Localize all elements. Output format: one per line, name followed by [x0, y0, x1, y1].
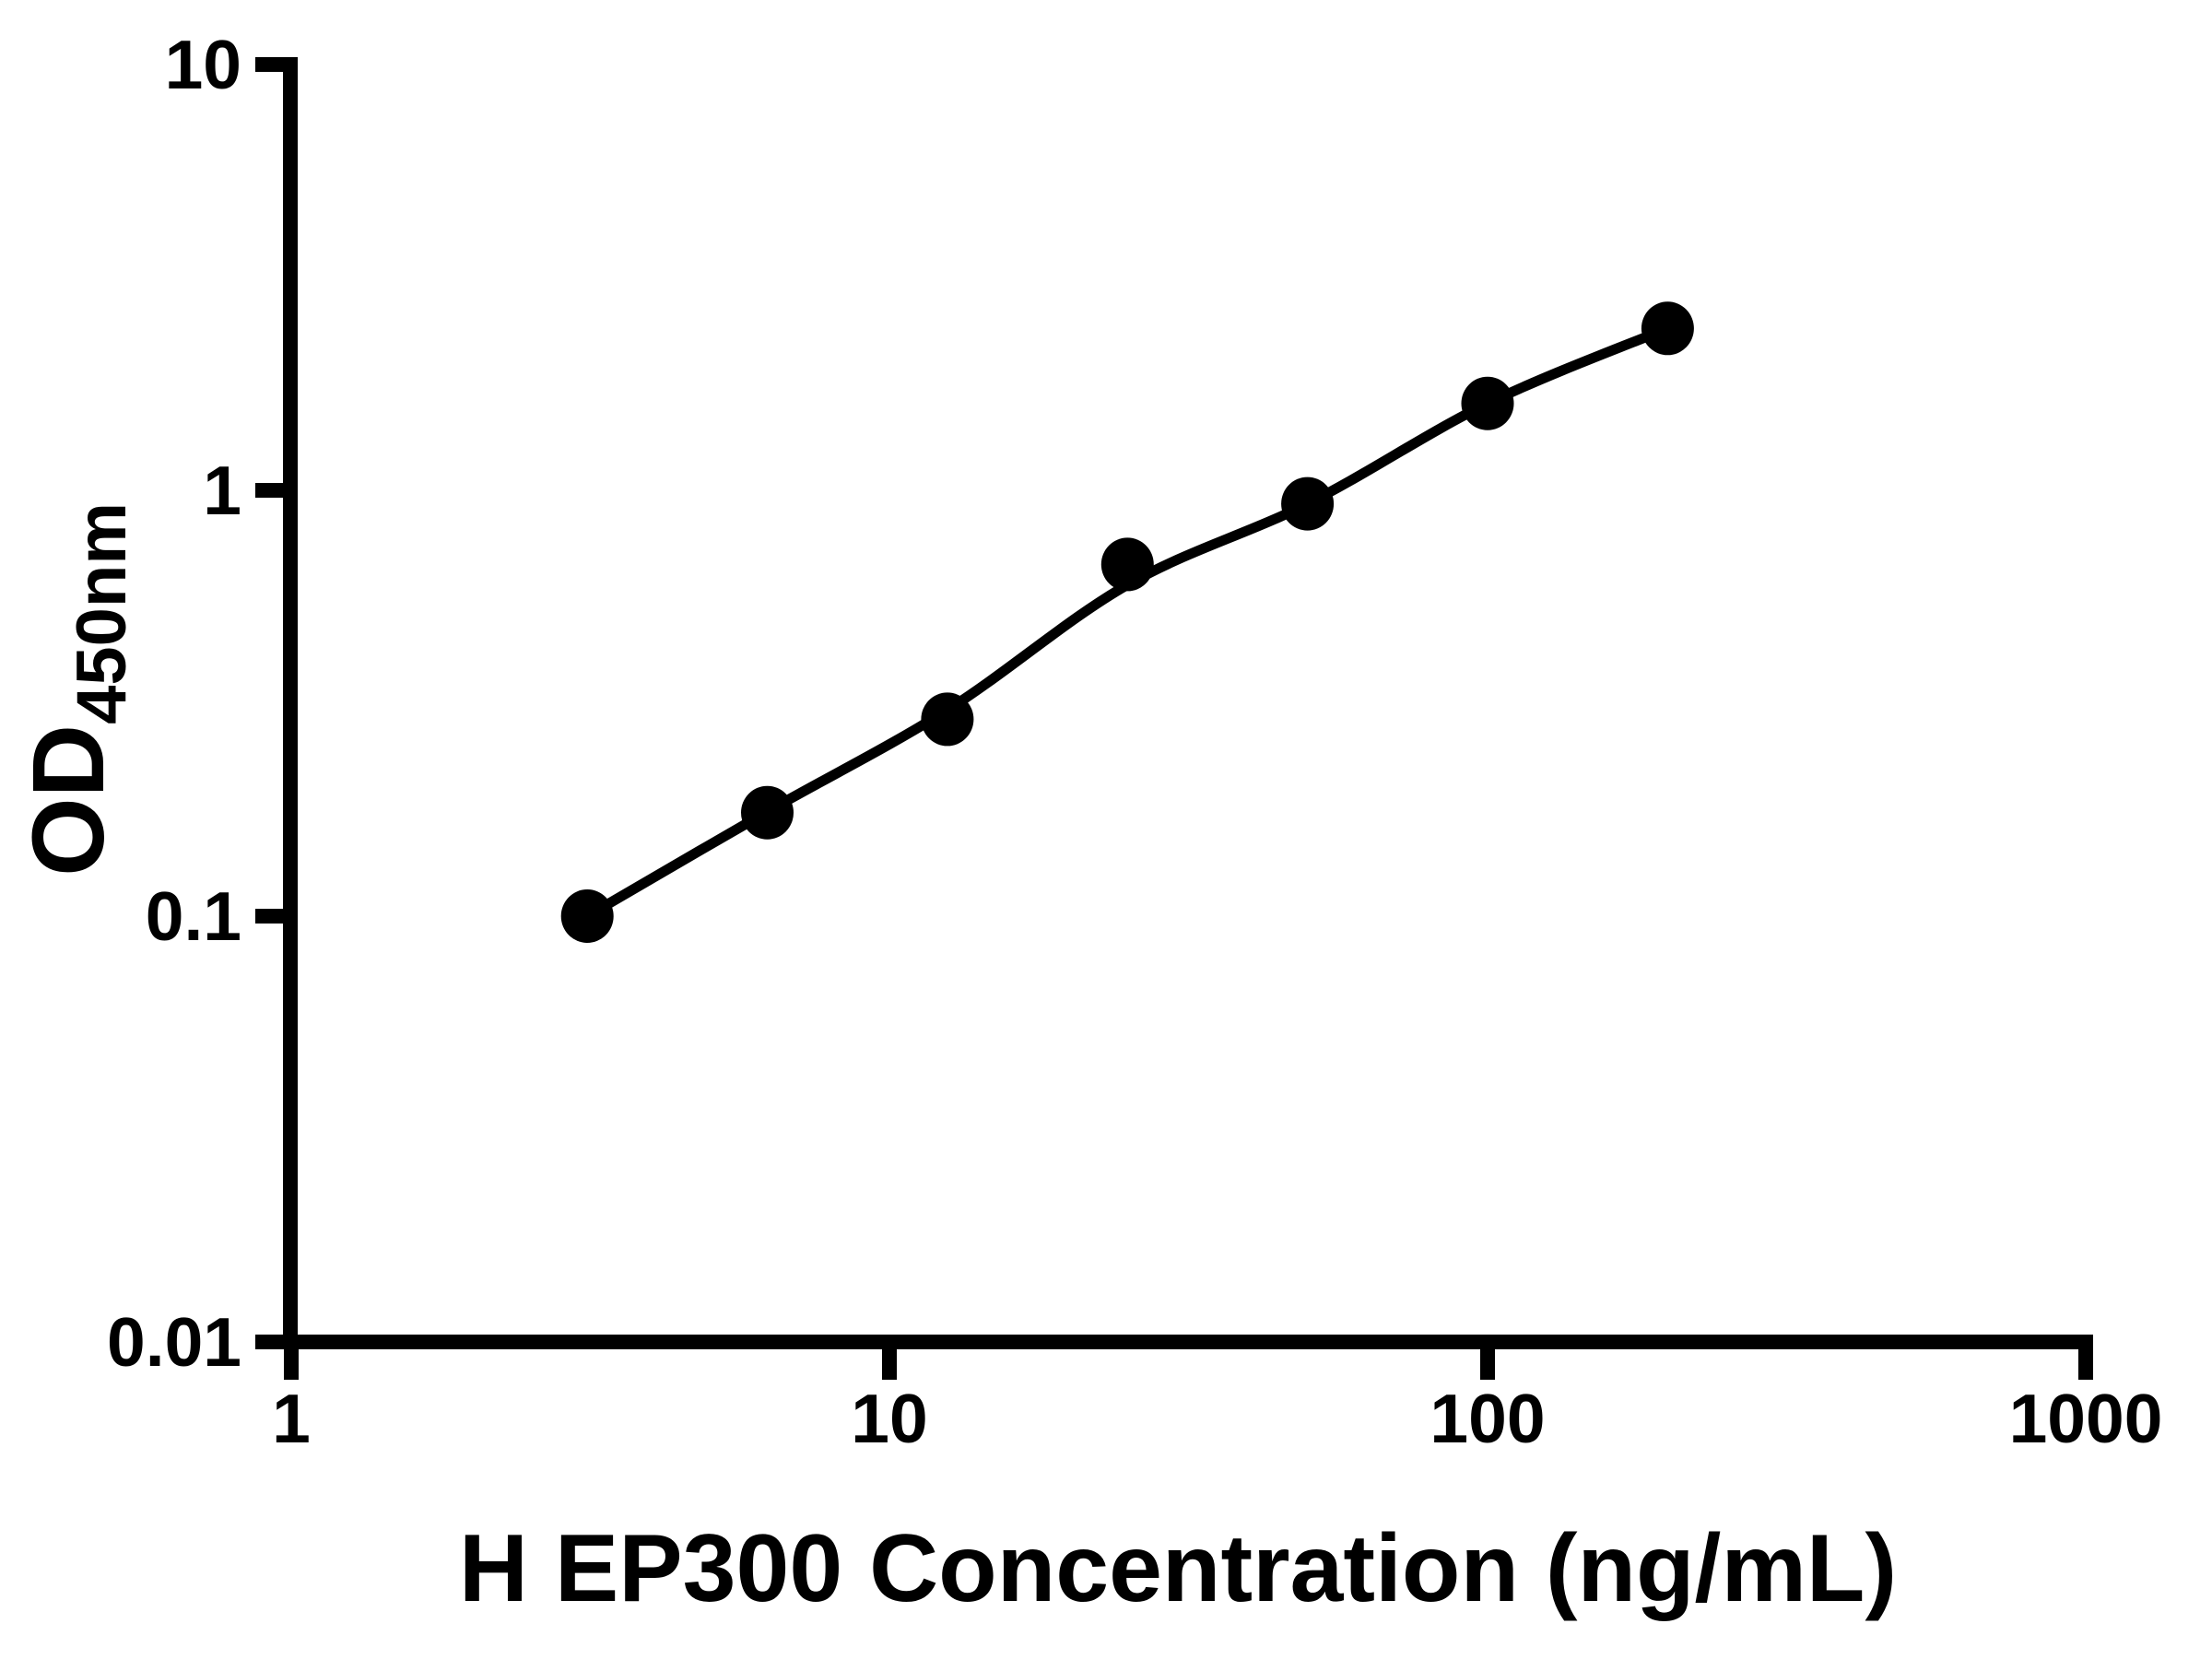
x-axis-title: H EP300 Concentration (ng/mL)	[459, 1515, 1897, 1622]
x-tick-label-100: 100	[1430, 1380, 1545, 1457]
x-tick-label-1000: 1000	[2009, 1380, 2163, 1457]
x-axis: 1 10 100 1000 H EP300 Concentration (ng/…	[272, 1335, 2162, 1622]
y-axis-title-subscript: 450nm	[63, 502, 141, 724]
y-axis-title-base: OD	[12, 724, 125, 877]
y-tick-label-10: 10	[165, 26, 241, 103]
data-point	[1100, 537, 1154, 592]
y-axis-title: OD450nm	[12, 502, 141, 877]
x-tick-label-10: 10	[851, 1380, 927, 1457]
data-point	[1641, 301, 1694, 356]
data-point	[560, 889, 614, 943]
y-tick-label-1: 1	[203, 452, 241, 529]
data-point	[1281, 477, 1335, 531]
y-tick-label-0_1: 0.1	[146, 877, 241, 955]
y-axis: 10 1 0.1 0.01 OD450nm	[12, 26, 298, 1381]
series-standard-curve	[560, 301, 1694, 943]
x-tick-label-1: 1	[272, 1380, 311, 1457]
y-tick-label-0_01: 0.01	[107, 1303, 241, 1381]
data-point	[1461, 376, 1514, 430]
data-point	[921, 692, 974, 747]
data-point	[741, 785, 794, 840]
